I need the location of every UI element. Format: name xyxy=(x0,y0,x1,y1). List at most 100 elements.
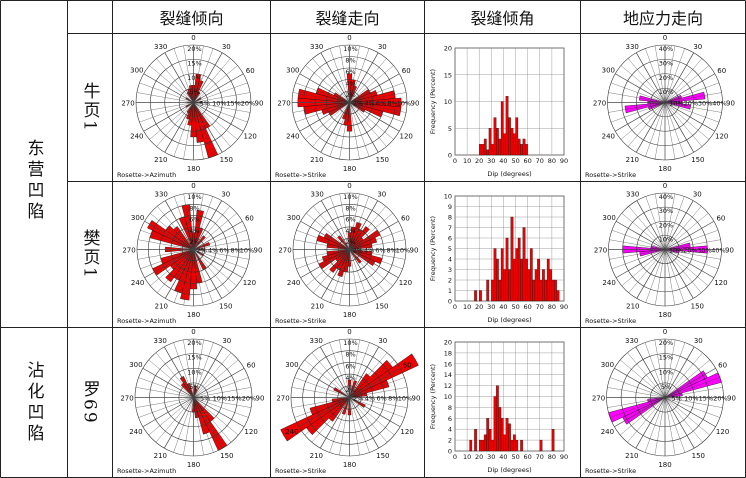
rose-angle-label: 240 xyxy=(602,279,615,287)
rose-spoke xyxy=(635,102,666,153)
chart-r1-c0: 03060901201501802102402703003302%2%4%4%6… xyxy=(117,182,262,325)
hist-xtick: 90 xyxy=(560,157,568,165)
rose-angle-label: 30 xyxy=(378,43,387,51)
hist-bar-66 xyxy=(534,269,538,302)
hist-ytick: 0 xyxy=(448,448,452,456)
rose-spoke xyxy=(320,102,350,153)
rose-spoke xyxy=(664,102,685,157)
rose-spoke xyxy=(164,249,194,299)
hist-bar-30 xyxy=(491,439,494,452)
rose-ring-label-n: 20% xyxy=(659,74,673,82)
rose-spoke xyxy=(294,377,350,398)
rose-ring-label-n: 8% xyxy=(345,57,355,65)
hist-xtick: 0 xyxy=(453,157,457,165)
rose-ring-label-n: 8% xyxy=(189,204,199,212)
rose-ring-label-e: 4% xyxy=(364,247,374,255)
rose-angle-label: 180 xyxy=(343,461,356,469)
rose-spoke xyxy=(173,48,194,103)
rose-caption: Rosette->Strike xyxy=(275,317,326,325)
rose-spoke xyxy=(349,193,360,250)
rose-spoke xyxy=(627,58,666,103)
rose-ring-label-e: 6% xyxy=(375,247,385,255)
rose-spoke xyxy=(664,397,710,436)
hist-bar-28 xyxy=(488,429,492,452)
rose-angle-label: 240 xyxy=(285,428,298,436)
hist-xtick: 30 xyxy=(487,453,495,461)
rose-spoke xyxy=(635,52,666,103)
rose-spoke xyxy=(610,82,666,103)
rose-ring-label-e: 10% xyxy=(397,100,411,108)
rose-spoke xyxy=(349,213,393,250)
rose-angle-label: 60 xyxy=(247,361,256,369)
rose-spoke xyxy=(144,220,194,250)
rose-spoke xyxy=(664,73,715,103)
chart-r2-c2: 0 10 20 30 40 50 60 70 80 9002468101214161820Dip … xyxy=(429,339,568,475)
rose-ring-label-n: 2% xyxy=(345,386,355,394)
rose-spoke xyxy=(615,102,666,132)
rose-angle-label: 0 xyxy=(347,328,351,336)
rose-wedges xyxy=(179,376,228,451)
hist-bar-34 xyxy=(496,128,499,156)
rose-angle-label: 330 xyxy=(310,43,323,51)
rose-spoke xyxy=(636,200,666,250)
rose-spoke xyxy=(349,249,369,303)
rose-spoke xyxy=(193,249,250,260)
rose-ring-label-n: 10% xyxy=(187,74,201,82)
rose-angle-label: 150 xyxy=(376,452,389,460)
hist-bar-36 xyxy=(498,138,502,156)
hist-xtick: 90 xyxy=(560,453,568,461)
rose-ring-label-e: 10% xyxy=(398,395,412,403)
chart-r2-c3: 03060901201501802102402703003305%5%10%10… xyxy=(585,328,736,475)
rose-spoke xyxy=(174,196,194,250)
rose-spoke xyxy=(296,230,350,250)
histogram-plot: 0 10 20 30 40 50 60 70 80 90 0 5 10 15 20 Dip (degrees)… xyxy=(429,45,568,179)
rose-angle-label: 30 xyxy=(222,337,231,345)
rose-spoke xyxy=(193,193,204,250)
rose-spoke xyxy=(349,52,379,103)
rose-spoke xyxy=(664,342,686,398)
rose-angle-label: 90 xyxy=(412,395,421,403)
hist-bar-38 xyxy=(500,248,504,302)
rose-angle-label: 240 xyxy=(130,132,143,140)
rose-caption: Rosette->Azimuth xyxy=(117,171,176,179)
hist-bar-68 xyxy=(537,258,540,302)
hist-bar-46 xyxy=(510,128,514,156)
hist-bar-76 xyxy=(546,258,550,302)
rose-ring-label-e: 2% xyxy=(197,247,207,255)
rose-plot: 03060901201501802102402703003302%2%4%4%6… xyxy=(275,34,419,179)
well-fanye1: 樊页1 xyxy=(79,229,100,280)
rose-angle-label: 180 xyxy=(343,165,356,173)
rose-angle-label: 30 xyxy=(378,337,387,345)
rose-angle-label: 240 xyxy=(131,279,144,287)
rose-spoke xyxy=(148,397,194,436)
rose-angle-label: 240 xyxy=(601,428,614,436)
rose-spoke xyxy=(164,200,194,250)
hist-bar-40 xyxy=(503,269,507,302)
hist-bars xyxy=(479,96,528,156)
rose-angle-label: 330 xyxy=(154,337,167,345)
rose-spoke xyxy=(654,397,666,456)
rose-angle-label: 120 xyxy=(400,428,413,436)
rose-spoke xyxy=(349,339,360,398)
hist-bar-36 xyxy=(498,407,502,452)
rose-spoke xyxy=(193,352,232,398)
hist-ytick: 14 xyxy=(444,371,452,379)
rose-spoke xyxy=(349,397,370,453)
hist-bar-26 xyxy=(486,418,490,452)
rose-spoke xyxy=(664,397,716,428)
rose-angle-label: 270 xyxy=(120,395,133,403)
hist-bar-56 xyxy=(522,138,526,156)
rose-ring-label-e: 4% xyxy=(365,395,375,403)
rose-angle-label: 0 xyxy=(191,34,195,42)
rose-ring-label-n: 6% xyxy=(345,362,355,370)
rose-angle-label: 120 xyxy=(244,428,257,436)
rose-spoke xyxy=(349,397,405,418)
region-dongying: 东营凹陷 xyxy=(23,138,44,223)
rose-spoke xyxy=(193,346,224,398)
rose-spoke xyxy=(349,367,401,398)
rose-ring-label-n: 5% xyxy=(661,383,671,391)
rose-plot: 03060901201501802102402703003305%5%10%10… xyxy=(117,328,264,475)
rose-spoke xyxy=(664,196,685,250)
